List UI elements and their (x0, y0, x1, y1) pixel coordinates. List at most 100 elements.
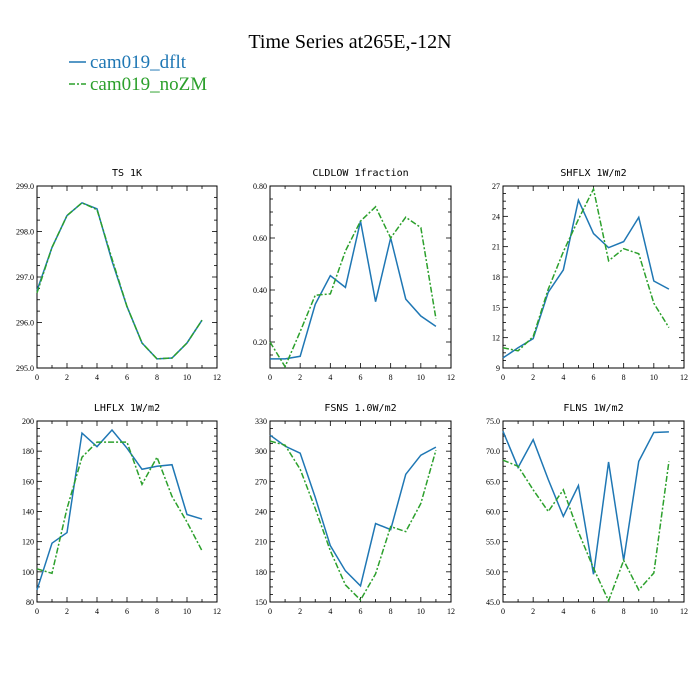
panel-title: TS 1K (112, 168, 142, 179)
x-tick-label: 8 (622, 373, 626, 382)
x-tick-label: 4 (561, 373, 565, 382)
y-tick-label: 24 (492, 212, 500, 221)
x-tick-label: 10 (650, 607, 658, 616)
figure-title: Time Series at265E,-12N (248, 31, 451, 53)
y-tick-label: 80 (26, 598, 34, 607)
y-tick-label: 160 (22, 477, 34, 486)
y-tick-label: 120 (22, 538, 34, 547)
chart-panel-1: TS 1K 0 2 4 6 8 10 12 295.0 296.0 297.0 298.0 299.0 (16, 168, 221, 382)
y-tick-label: 21 (492, 243, 500, 252)
y-tick-label: 60.0 (486, 508, 500, 517)
x-tick-label: 2 (531, 373, 535, 382)
y-tick-label: 0.60 (253, 234, 267, 243)
panel-title: SHFLX 1W/m2 (560, 168, 626, 179)
x-tick-label: 12 (680, 607, 688, 616)
chart-panel-4: LHFLX 1W/m2 0 2 4 6 8 10 12 80 100 120 140 160 180 200 (22, 403, 221, 616)
series-line-dflt (270, 220, 437, 360)
y-tick-label: 18 (492, 273, 500, 282)
x-tick-label: 10 (417, 607, 425, 616)
x-tick-label: 6 (592, 607, 596, 616)
x-tick-label: 4 (328, 607, 332, 616)
panel-title: FLNS 1W/m2 (563, 403, 623, 414)
x-tick-label: 12 (213, 607, 221, 616)
panel-title: LHFLX 1W/m2 (94, 403, 160, 414)
y-tick-label: 300 (255, 447, 267, 456)
x-tick-label: 2 (65, 607, 69, 616)
y-tick-label: 295.0 (16, 364, 34, 373)
x-tick-label: 6 (125, 607, 129, 616)
panels: TS 1K0 2 4 6 8 10 12295.0296.0297.0298.0299.0C… (16, 168, 688, 616)
series-line-dflt (502, 197, 670, 359)
x-tick-label: 10 (650, 373, 658, 382)
x-tick-label: 2 (298, 373, 302, 382)
series-line-nozm (502, 186, 670, 352)
y-tick-label: 50.0 (486, 568, 500, 577)
series-line-nozm (269, 205, 437, 369)
y-tick-label: 210 (255, 538, 267, 547)
series-line-dflt (36, 428, 203, 591)
series-line-nozm (502, 459, 670, 603)
y-tick-label: 15 (492, 303, 500, 312)
x-tick-label: 10 (183, 607, 191, 616)
y-tick-label: 0.80 (253, 182, 267, 191)
legend-label-nozm: cam019_noZM (90, 74, 207, 95)
y-tick-label: 330 (255, 417, 267, 426)
y-tick-label: 298.0 (16, 228, 34, 237)
y-tick-label: 297.0 (16, 273, 34, 282)
x-tick-label: 4 (95, 607, 99, 616)
y-tick-label: 270 (255, 477, 267, 486)
y-tick-label: 70.0 (486, 447, 500, 456)
legend-item-nozm: cam019_noZM (69, 74, 207, 95)
x-tick-label: 0 (268, 607, 272, 616)
x-tick-label: 4 (328, 373, 332, 382)
x-tick-label: 6 (359, 373, 363, 382)
y-tick-label: 200 (22, 417, 34, 426)
x-tick-label: 2 (531, 607, 535, 616)
x-tick-label: 8 (622, 607, 626, 616)
y-tick-label: 180 (22, 447, 34, 456)
x-tick-label: 6 (359, 607, 363, 616)
x-tick-label: 8 (389, 373, 393, 382)
x-tick-label: 2 (298, 607, 302, 616)
y-tick-label: 150 (255, 598, 267, 607)
y-tick-label: 75.0 (486, 417, 500, 426)
series-line-nozm (36, 441, 203, 575)
y-tick-label: 45.0 (486, 598, 500, 607)
chart-panel-5: FSNS 1.0W/m2 0 2 4 6 8 10 12 150 180 210 240 270 300 3… (255, 403, 455, 616)
x-tick-label: 12 (680, 373, 688, 382)
x-tick-label: 4 (95, 373, 99, 382)
x-tick-label: 0 (35, 373, 39, 382)
y-tick-label: 140 (22, 508, 34, 517)
x-tick-label: 6 (125, 373, 129, 382)
x-tick-label: 12 (447, 373, 455, 382)
x-tick-label: 4 (561, 607, 565, 616)
chart-panel-6: FLNS 1W/m2 0 2 4 6 8 10 12 45.0 50.0 55.0 60.0 65.0 7… (486, 403, 688, 616)
y-tick-label: 240 (255, 508, 267, 517)
y-tick-label: 299.0 (16, 182, 34, 191)
y-tick-label: 12 (492, 334, 500, 343)
x-tick-label: 12 (213, 373, 221, 382)
x-tick-label: 0 (35, 607, 39, 616)
legend-label-dflt: cam019_dflt (90, 52, 187, 73)
y-tick-label: 0.20 (253, 338, 267, 347)
x-tick-label: 0 (501, 373, 505, 382)
series-line-nozm (36, 201, 203, 360)
chart-panel-2: CLDLOW 1fraction 0 2 4 6 8 10 12 0.20 0.40 0.60 0.8… (253, 168, 455, 382)
y-tick-label: 180 (255, 568, 267, 577)
legend-item-dflt: cam019_dflt (69, 52, 187, 73)
x-tick-label: 10 (417, 373, 425, 382)
y-tick-label: 27 (492, 182, 500, 191)
y-tick-label: 55.0 (486, 538, 500, 547)
x-tick-label: 8 (155, 607, 159, 616)
x-tick-label: 8 (389, 607, 393, 616)
panel-title: CLDLOW 1fraction (312, 168, 408, 179)
x-tick-label: 8 (155, 373, 159, 382)
y-tick-label: 9 (496, 364, 500, 373)
x-tick-label: 6 (592, 373, 596, 382)
x-tick-label: 0 (501, 607, 505, 616)
y-tick-label: 0.40 (253, 286, 267, 295)
y-tick-label: 100 (22, 568, 34, 577)
series-line-dflt (502, 430, 669, 575)
